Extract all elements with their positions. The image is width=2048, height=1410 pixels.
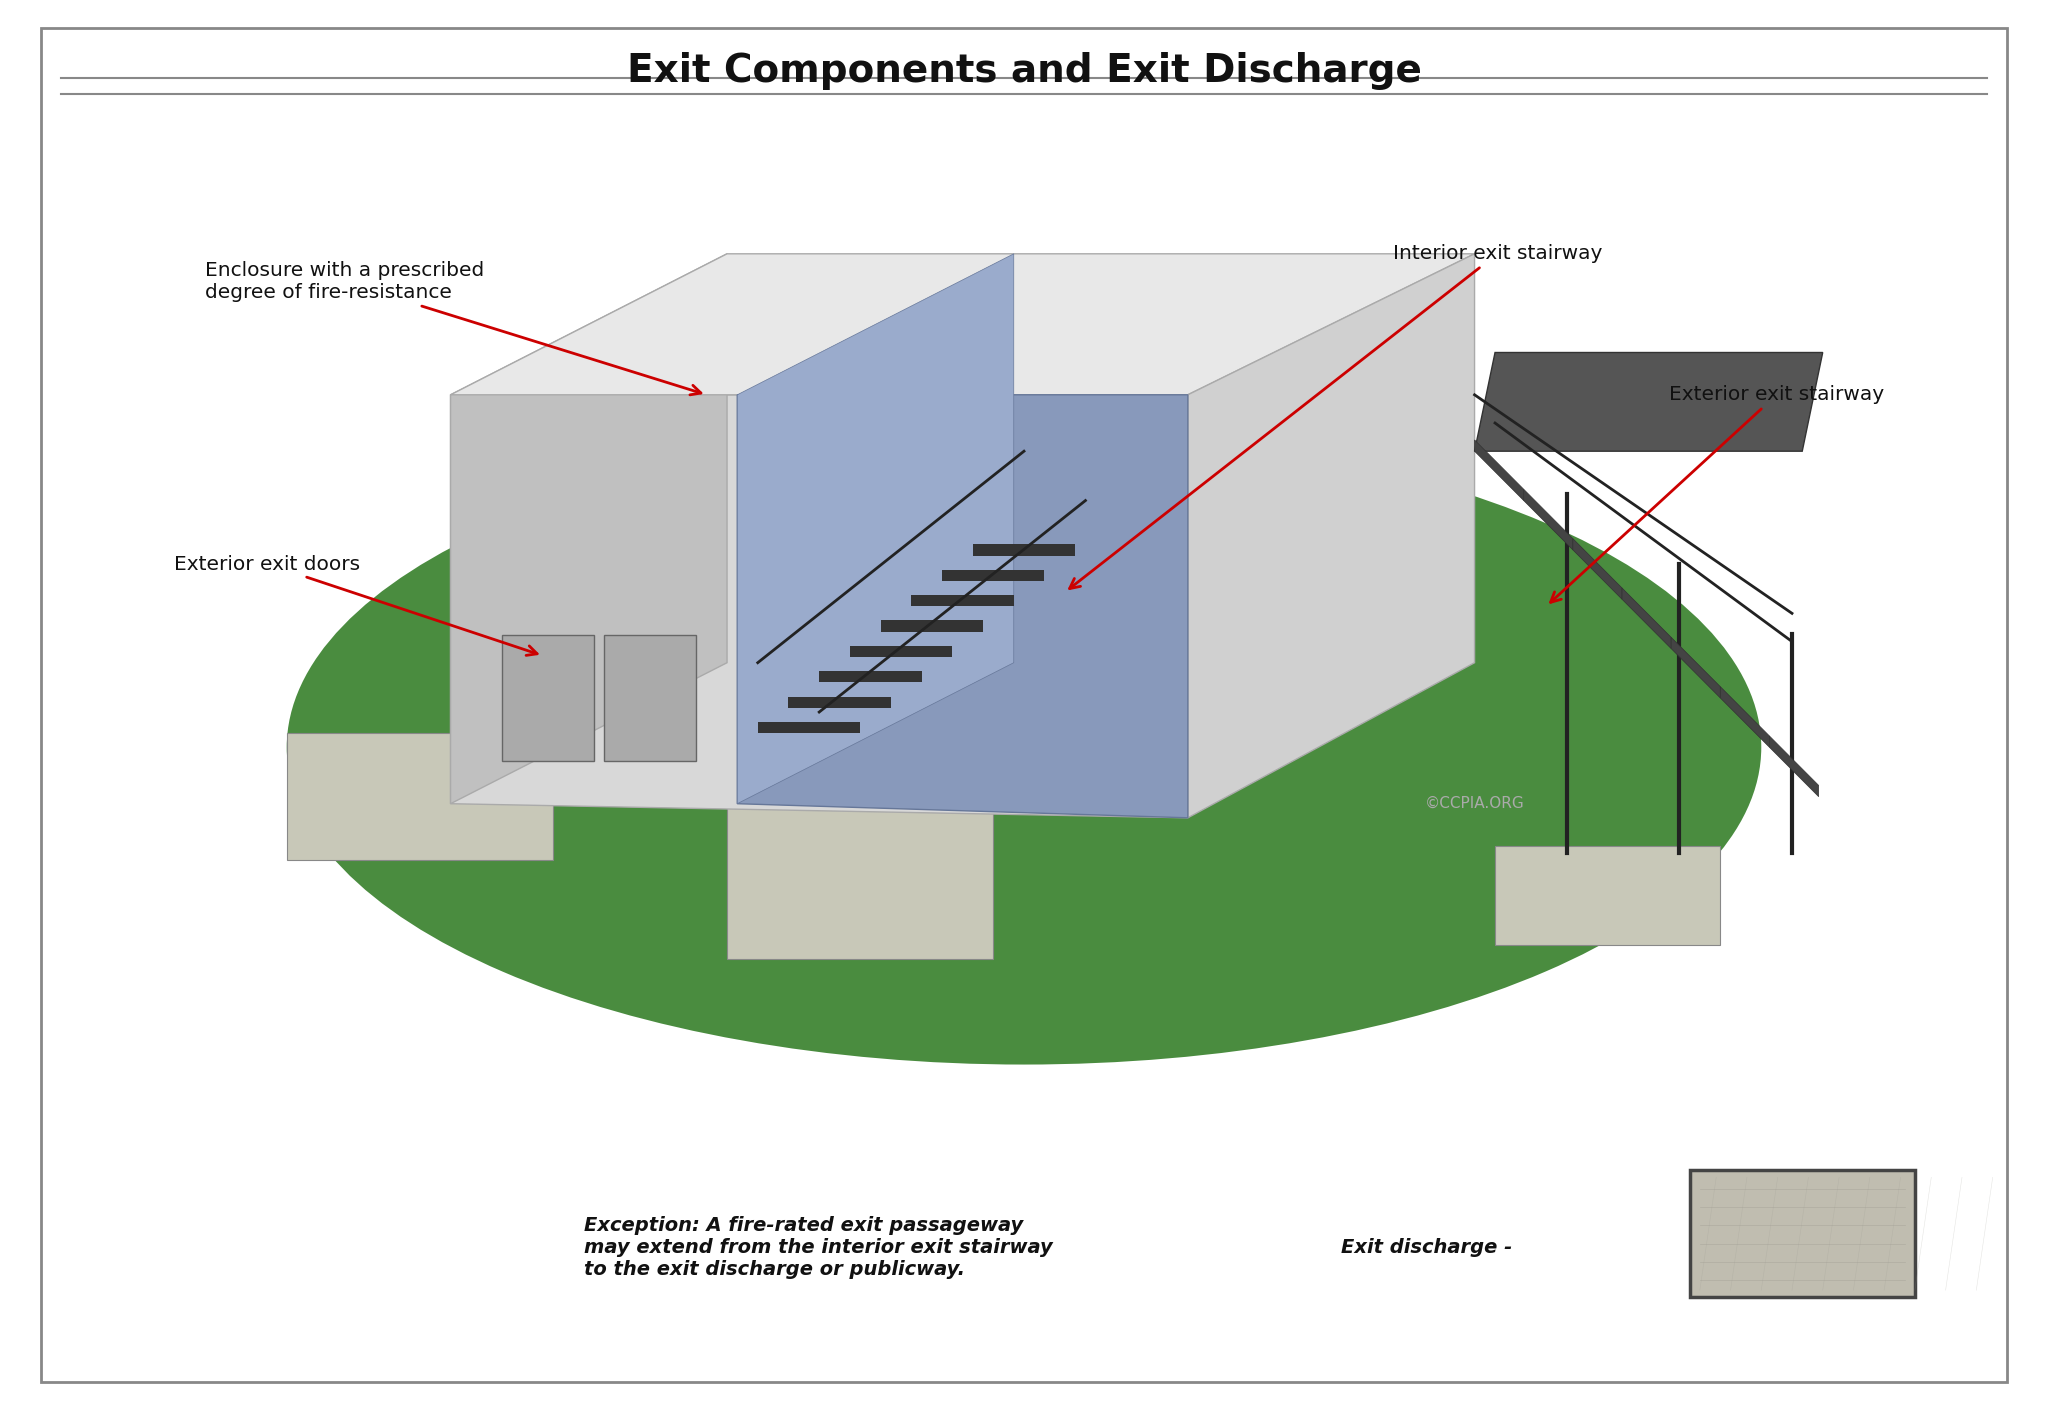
Polygon shape (1475, 440, 1524, 501)
Text: Enclosure with a prescribed
degree of fire-resistance: Enclosure with a prescribed degree of fi… (205, 261, 700, 395)
Bar (502, 634, 594, 761)
Bar (911, 595, 1014, 606)
Bar (942, 570, 1044, 581)
Bar (973, 544, 1075, 556)
FancyBboxPatch shape (727, 768, 993, 959)
Text: Interior exit stairway: Interior exit stairway (1069, 244, 1602, 588)
Text: Exterior exit stairway: Exterior exit stairway (1550, 385, 1884, 602)
Polygon shape (737, 254, 1014, 804)
Text: Exception: A fire-rated exit passageway
may extend from the interior exit stairw: Exception: A fire-rated exit passageway … (584, 1217, 1053, 1279)
Polygon shape (451, 395, 1188, 818)
FancyBboxPatch shape (1495, 846, 1720, 945)
Text: Exit Components and Exit Discharge: Exit Components and Exit Discharge (627, 52, 1421, 89)
Polygon shape (1475, 352, 1823, 451)
Polygon shape (1524, 489, 1573, 550)
FancyBboxPatch shape (287, 733, 553, 860)
Polygon shape (737, 395, 1188, 818)
Polygon shape (451, 254, 727, 804)
Ellipse shape (287, 430, 1761, 1065)
Bar (758, 722, 860, 733)
FancyBboxPatch shape (1690, 1170, 1915, 1297)
FancyBboxPatch shape (41, 28, 2007, 1382)
Polygon shape (1720, 687, 1769, 747)
Bar (604, 634, 696, 761)
Polygon shape (1769, 736, 1819, 797)
Polygon shape (451, 254, 1475, 395)
Bar (850, 646, 952, 657)
Text: ©CCPIA.ORG: ©CCPIA.ORG (1425, 797, 1524, 811)
Polygon shape (1622, 588, 1671, 649)
Bar (881, 620, 983, 632)
Bar (788, 697, 891, 708)
Polygon shape (1573, 539, 1622, 599)
Bar (819, 671, 922, 682)
Text: Exterior exit doors: Exterior exit doors (174, 554, 537, 656)
Text: Exit discharge -: Exit discharge - (1341, 1238, 1513, 1258)
Polygon shape (1188, 254, 1475, 818)
Polygon shape (1671, 637, 1720, 698)
